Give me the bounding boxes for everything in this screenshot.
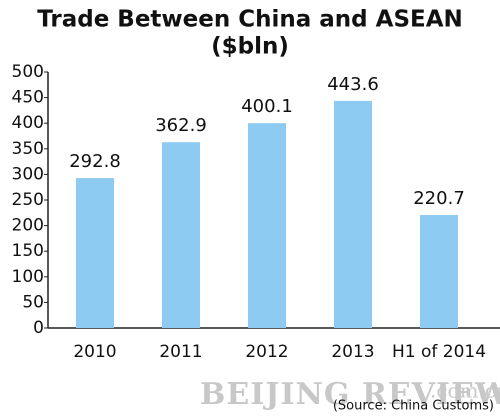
value-label: 292.8 bbox=[69, 151, 121, 172]
y-tick-label: 500 bbox=[12, 62, 44, 82]
y-tick-label: 450 bbox=[12, 88, 44, 108]
y-tick-label: 150 bbox=[12, 241, 44, 261]
y-tick-label: 400 bbox=[12, 113, 44, 133]
value-label: 400.1 bbox=[241, 96, 293, 117]
y-tick-label: 50 bbox=[22, 292, 44, 312]
y-tick-label: 250 bbox=[12, 190, 44, 210]
chart-subtitle: ($bln) bbox=[211, 34, 289, 60]
bar bbox=[420, 215, 458, 328]
watermark-domain: .com.cn bbox=[430, 379, 500, 403]
y-tick-label: 300 bbox=[12, 164, 44, 184]
x-tick-label: 2010 bbox=[73, 342, 116, 362]
bar bbox=[162, 142, 200, 328]
x-tick-label: 2011 bbox=[159, 342, 202, 362]
y-tick-label: 100 bbox=[12, 267, 44, 287]
bar bbox=[76, 178, 114, 328]
chart-title: Trade Between China and ASEAN bbox=[37, 7, 463, 33]
value-label: 362.9 bbox=[155, 115, 207, 136]
y-tick-label: 0 bbox=[33, 318, 44, 338]
watermark: BEIJING REVIEW bbox=[200, 377, 500, 412]
value-label: 443.6 bbox=[327, 74, 379, 95]
x-tick-label: 2013 bbox=[331, 342, 374, 362]
x-tick-label: 2012 bbox=[245, 342, 288, 362]
y-tick-label: 200 bbox=[12, 216, 44, 236]
x-tick-label: H1 of 2014 bbox=[392, 342, 486, 362]
source-note: (Source: China Customs) bbox=[333, 399, 494, 414]
value-label: 220.7 bbox=[413, 188, 465, 209]
bar bbox=[248, 123, 286, 328]
bar bbox=[334, 100, 372, 328]
y-tick-label: 350 bbox=[12, 139, 44, 159]
